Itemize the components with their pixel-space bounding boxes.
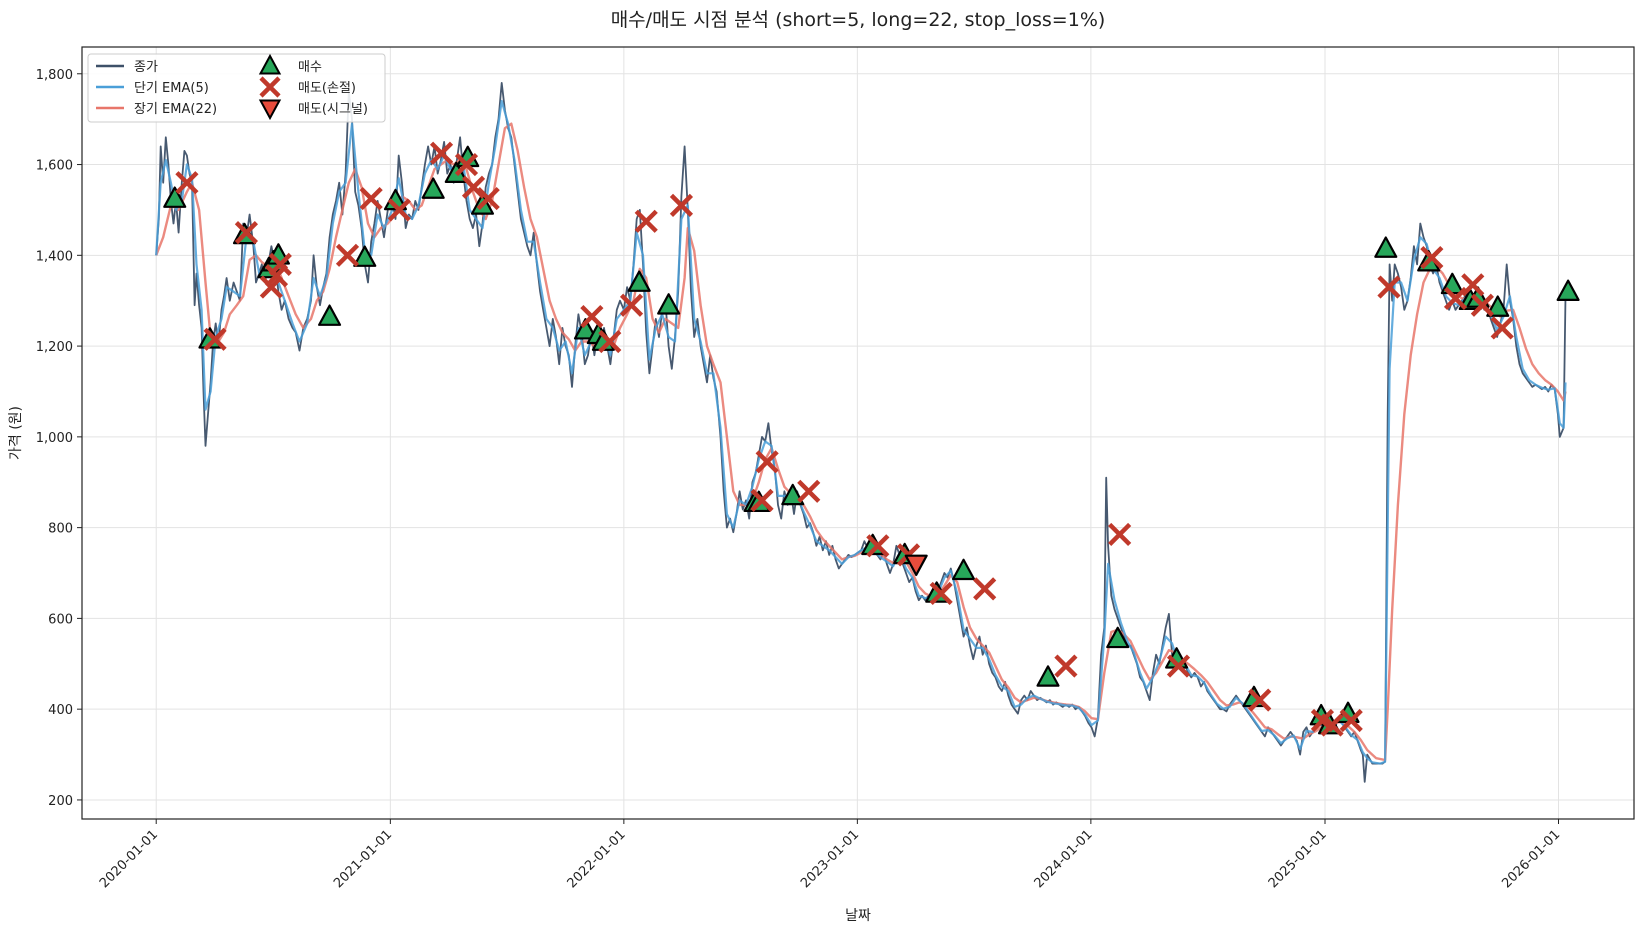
- grid: [82, 47, 1634, 819]
- sell-stop-marker: [1420, 245, 1444, 270]
- sell-stop-marker: [797, 479, 821, 503]
- sell-stop-marker: [750, 488, 774, 512]
- sell-stop-marker: [929, 581, 953, 606]
- legend-label: 종가: [134, 60, 158, 75]
- sell-stop-marker: [755, 450, 779, 474]
- sell-stop-marker: [1470, 293, 1494, 317]
- y-axis-label: 가격 (원): [8, 406, 24, 460]
- sell-stop-marker: [387, 198, 411, 222]
- buy-marker: [657, 293, 681, 315]
- sell-signal-marker: [904, 554, 928, 577]
- x-tick-label: 2020-01-01: [97, 827, 161, 891]
- x-tick-label: 2021-01-01: [331, 827, 395, 891]
- sell-stop-marker: [619, 293, 644, 317]
- sell-stop-marker: [634, 209, 658, 233]
- sell-stop-marker: [268, 252, 292, 276]
- sell-stop-marker: [1108, 522, 1132, 547]
- legend-label: 매도(시그널): [298, 102, 368, 117]
- buy-marker: [952, 558, 976, 581]
- y-axis: 200 400 600 800 1,000 1,200 1,400 1,600 1,800: [36, 68, 82, 809]
- buy-marker: [1374, 236, 1398, 258]
- buy-marker: [627, 270, 651, 292]
- y-tick-label: 1,800: [36, 68, 73, 83]
- sell-stop-marker: [1490, 316, 1514, 340]
- legend-sell-signal-swatch: [258, 99, 282, 121]
- y-tick-label: 800: [48, 522, 73, 537]
- x-axis: 2020-01-01 2021-01-01 2022-01-01 2023-01-01…: [97, 819, 1563, 891]
- x-tick-label: 2023-01-01: [798, 827, 862, 891]
- sell-stop-marker: [1166, 654, 1191, 678]
- legend-box: [87, 53, 386, 123]
- x-tick-label: 2022-01-01: [565, 827, 629, 891]
- sell-stop-marker: [1248, 688, 1272, 712]
- sell-stop-marker: [175, 171, 199, 195]
- buy-marker: [1036, 665, 1060, 687]
- y-tick-label: 600: [48, 612, 73, 627]
- sell-stop-marker: [669, 193, 694, 217]
- sell-stop-marker: [429, 141, 454, 165]
- sell-stop-marker: [866, 534, 890, 558]
- sell-stop-marker: [234, 221, 259, 245]
- y-tick-label: 1,200: [36, 340, 73, 355]
- sell-stop-marker: [1054, 654, 1078, 678]
- sell-stop-marker: [359, 186, 383, 211]
- y-tick-label: 200: [48, 794, 73, 809]
- y-tick-label: 1,600: [36, 159, 73, 174]
- y-tick-label: 400: [48, 703, 73, 718]
- buy-marker: [1106, 626, 1130, 649]
- x-axis-label: 날짜: [845, 908, 871, 924]
- legend-label: 매수: [298, 60, 322, 75]
- y-tick-label: 1,400: [36, 249, 73, 264]
- buy-marker: [421, 177, 445, 199]
- legend-label: 매도(손절): [298, 81, 356, 96]
- close-price-line: [155, 82, 1567, 783]
- buy-marker: [573, 318, 598, 340]
- buy-marker: [1486, 295, 1510, 317]
- buy-marker: [318, 304, 342, 326]
- chart-title: 매수/매도 시점 분석 (short=5, long=22, stop_loss…: [611, 9, 1106, 31]
- plot-area: [155, 82, 1580, 783]
- sell-stop-marker: [454, 152, 479, 177]
- long-ema-line: [155, 122, 1567, 762]
- legend-buy-swatch: [258, 53, 282, 75]
- legend-label: 단기 EMA(5): [134, 81, 209, 96]
- sell-stop-marker: [598, 329, 622, 354]
- y-tick-label: 1,000: [36, 431, 73, 446]
- sell-stop-marker: [1339, 708, 1363, 733]
- x-tick-label: 2026-01-01: [1499, 827, 1563, 891]
- x-tick-label: 2024-01-01: [1032, 827, 1096, 891]
- sell-stop-marker: [1461, 273, 1485, 297]
- buy-marker: [163, 186, 187, 208]
- sell-stop-marker: [1377, 275, 1401, 299]
- sell-stop-marker: [1443, 286, 1468, 311]
- sell-stop-marker: [580, 304, 604, 329]
- buy-marker: [353, 245, 377, 267]
- x-tick-label: 2025-01-01: [1266, 827, 1330, 891]
- sell-stop-marker: [1320, 713, 1344, 737]
- sell-stop-marker: [461, 175, 486, 199]
- sell-stop-marker: [335, 243, 360, 267]
- sell-stop-marker: [973, 577, 997, 601]
- sell-stop-marker: [203, 327, 227, 351]
- buy-marker: [1556, 279, 1580, 301]
- sell-stop-marker: [476, 186, 500, 211]
- legend-label: 장기 EMA(22): [134, 102, 217, 117]
- plot-frame: [81, 46, 1635, 820]
- legend-sell-stop-swatch: [259, 76, 281, 98]
